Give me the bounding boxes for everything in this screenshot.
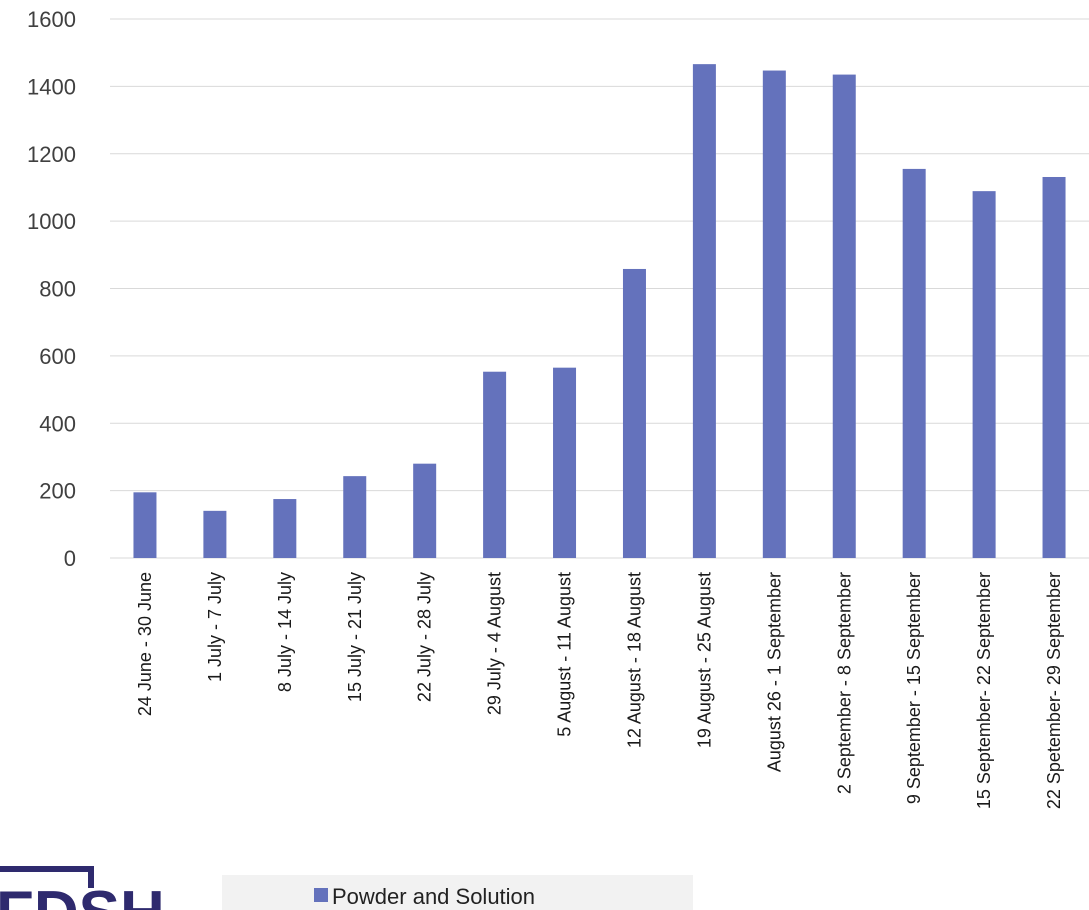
y-tick-label: 600 <box>39 344 76 369</box>
bar <box>622 268 646 558</box>
bar <box>273 499 297 558</box>
x-axis: 24 June - 30 June 1 July - 7 July 8 July -… <box>135 572 1064 809</box>
x-tick-label: 22 July - 28 July <box>415 572 435 702</box>
x-tick-label: August 26 - 1 September <box>764 572 784 772</box>
bar <box>553 367 577 558</box>
x-tick-label: 29 July - 4 August <box>485 572 505 715</box>
y-axis: 0 200 400 600 800 1000 1200 1400 1600 <box>27 7 76 571</box>
bars <box>133 64 1066 559</box>
y-tick-label: 400 <box>39 411 76 436</box>
y-tick-label: 1000 <box>27 209 76 234</box>
logo-text: FDSH <box>0 879 165 910</box>
y-tick-label: 1600 <box>27 7 76 32</box>
x-tick-label: 22 Spetember- 29 September <box>1044 572 1064 809</box>
x-tick-label: 2 September - 8 September <box>834 572 854 794</box>
bar <box>762 70 786 559</box>
gridlines <box>110 18 1089 559</box>
bar <box>832 74 856 558</box>
x-tick-label: 24 June - 30 June <box>135 572 155 716</box>
x-tick-label: 12 August - 18 August <box>624 572 644 748</box>
bar <box>972 191 996 558</box>
bar <box>343 476 367 558</box>
bar <box>203 510 227 558</box>
y-tick-label: 800 <box>39 277 76 302</box>
bar <box>692 64 716 559</box>
x-tick-label: 15 September- 22 September <box>974 572 994 809</box>
logo-mark <box>0 866 94 888</box>
x-tick-label: 5 August - 11 August <box>555 572 575 737</box>
bar <box>413 463 437 558</box>
y-tick-label: 200 <box>39 479 76 504</box>
legend-box <box>222 875 693 910</box>
bar <box>483 371 507 558</box>
x-tick-label: 8 July - 14 July <box>275 572 295 692</box>
x-tick-label: 1 July - 7 July <box>205 572 225 682</box>
legend-swatch <box>314 888 328 902</box>
bar <box>133 492 157 558</box>
y-tick-label: 0 <box>64 546 76 571</box>
legend-label: Powder and Solution <box>332 884 535 909</box>
organization-logo: FDSH <box>0 866 165 910</box>
x-tick-label: 9 September - 15 September <box>904 572 924 804</box>
x-tick-label: 19 August - 25 August <box>694 572 714 748</box>
legend: Powder and Solution <box>222 875 693 910</box>
y-tick-label: 1400 <box>27 74 76 99</box>
bar <box>902 168 926 559</box>
bar <box>1042 176 1066 558</box>
x-tick-label: 15 July - 21 July <box>345 572 365 702</box>
y-tick-label: 1200 <box>27 142 76 167</box>
